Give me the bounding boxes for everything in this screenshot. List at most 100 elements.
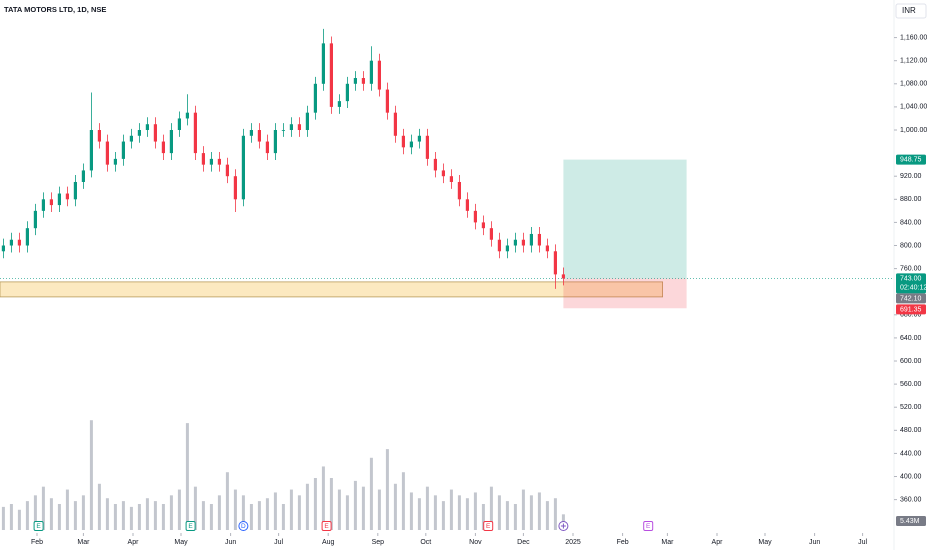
- currency-label[interactable]: INR: [902, 6, 916, 15]
- candle-body: [129, 135, 133, 142]
- support-zone: [0, 281, 663, 298]
- candle-body: [161, 141, 165, 154]
- volume-bar: [329, 478, 333, 530]
- candle-body: [1, 245, 5, 252]
- candle-body: [377, 60, 381, 90]
- target-zone: [563, 159, 687, 279]
- countdown: 02:40:12: [900, 284, 927, 291]
- y-tick-label: 640.00: [900, 335, 922, 342]
- volume-bar: [441, 501, 445, 530]
- volume-bar: [305, 483, 309, 530]
- x-tick-label: Oct: [420, 539, 431, 546]
- candle-body: [545, 245, 549, 252]
- y-tick-label: 760.00: [900, 265, 922, 272]
- volume-bar: [553, 498, 557, 530]
- volume-bar: [1, 506, 5, 530]
- volume-bar: [473, 492, 477, 530]
- volume-bar: [273, 492, 277, 530]
- currency-button[interactable]: [895, 3, 927, 19]
- candle-body: [25, 228, 29, 246]
- candle-body: [329, 43, 333, 107]
- volume-bar: [417, 498, 421, 530]
- candle-body: [97, 130, 101, 142]
- candle-body: [361, 78, 365, 84]
- volume-bar: [513, 504, 517, 530]
- volume-bar: [57, 504, 61, 530]
- y-tick-label: 560.00: [900, 381, 922, 388]
- x-tick-label: Jun: [809, 539, 820, 546]
- candle-body: [417, 135, 421, 142]
- volume-badge: [896, 516, 926, 526]
- volume-bar: [281, 504, 285, 530]
- volume-bar: [81, 495, 85, 530]
- event-label: E: [324, 523, 329, 530]
- candle-body: [241, 135, 245, 200]
- volume-bar: [465, 498, 469, 530]
- event-marker: [238, 521, 249, 531]
- volume-bar: [361, 486, 365, 530]
- volume-bar: [217, 495, 221, 530]
- stop-badge: [896, 304, 926, 315]
- event-marker: [483, 521, 494, 531]
- candle-body: [65, 193, 69, 200]
- entry-badge: [896, 273, 926, 294]
- x-tick-label: Feb: [617, 539, 629, 546]
- candle-body: [57, 193, 61, 206]
- y-tick-label: 1,080.00: [900, 81, 927, 88]
- volume-bar: [449, 489, 453, 530]
- candle-body: [105, 141, 109, 165]
- volume-bar: [249, 504, 253, 530]
- event-label: E: [646, 523, 651, 530]
- volume-bar: [489, 486, 493, 530]
- volume-bar: [241, 495, 245, 530]
- candle-body: [465, 199, 469, 211]
- candle-body: [121, 141, 125, 159]
- candle-body: [9, 239, 13, 246]
- x-tick-label: Apr: [712, 539, 724, 546]
- volume-bar: [321, 466, 325, 530]
- candle-body: [321, 43, 325, 84]
- volume-bar: [257, 501, 261, 530]
- volume-bar: [233, 489, 237, 530]
- x-tick-label: Sep: [372, 539, 385, 546]
- candle-body: [345, 83, 349, 102]
- x-tick-label: Jul: [858, 539, 867, 546]
- candle-body: [89, 130, 93, 171]
- y-tick-label: 1,040.00: [900, 104, 927, 111]
- candle-body: [401, 135, 405, 148]
- y-tick-label: 880.00: [900, 196, 922, 203]
- candle-body: [137, 130, 141, 136]
- candle-body: [385, 89, 389, 113]
- volume-bar: [537, 492, 541, 530]
- candle-body: [521, 239, 525, 246]
- y-tick-label: 1,000.00: [900, 127, 927, 134]
- candle-body: [537, 233, 541, 246]
- event-label: D: [241, 523, 246, 530]
- x-tick-label: Jun: [225, 539, 236, 546]
- volume-bar: [41, 486, 45, 530]
- volume-bar: [265, 498, 269, 530]
- candle-body: [265, 141, 269, 154]
- x-tick-label: Aug: [322, 539, 335, 546]
- volume-bar: [369, 457, 373, 530]
- volume-bar: [209, 504, 213, 530]
- volume-bar: [169, 495, 173, 530]
- candle-body: [281, 130, 285, 131]
- volume-bar: [497, 495, 501, 530]
- volume-bar: [529, 495, 533, 530]
- x-tick-label: May: [174, 539, 188, 546]
- candle-body: [449, 176, 453, 182]
- stop-zone: [563, 278, 687, 309]
- volume-bar: [49, 498, 53, 530]
- volume-bar: [345, 495, 349, 530]
- volume-bar: [33, 495, 37, 530]
- event-marker: [33, 521, 44, 531]
- volume-bar: [377, 489, 381, 530]
- candle-body: [497, 239, 501, 252]
- event-marker: [185, 521, 196, 531]
- candle-body: [473, 210, 477, 223]
- y-tick-label: 920.00: [900, 173, 922, 180]
- y-tick-label: 440.00: [900, 450, 922, 457]
- x-tick-label: Mar: [77, 539, 90, 546]
